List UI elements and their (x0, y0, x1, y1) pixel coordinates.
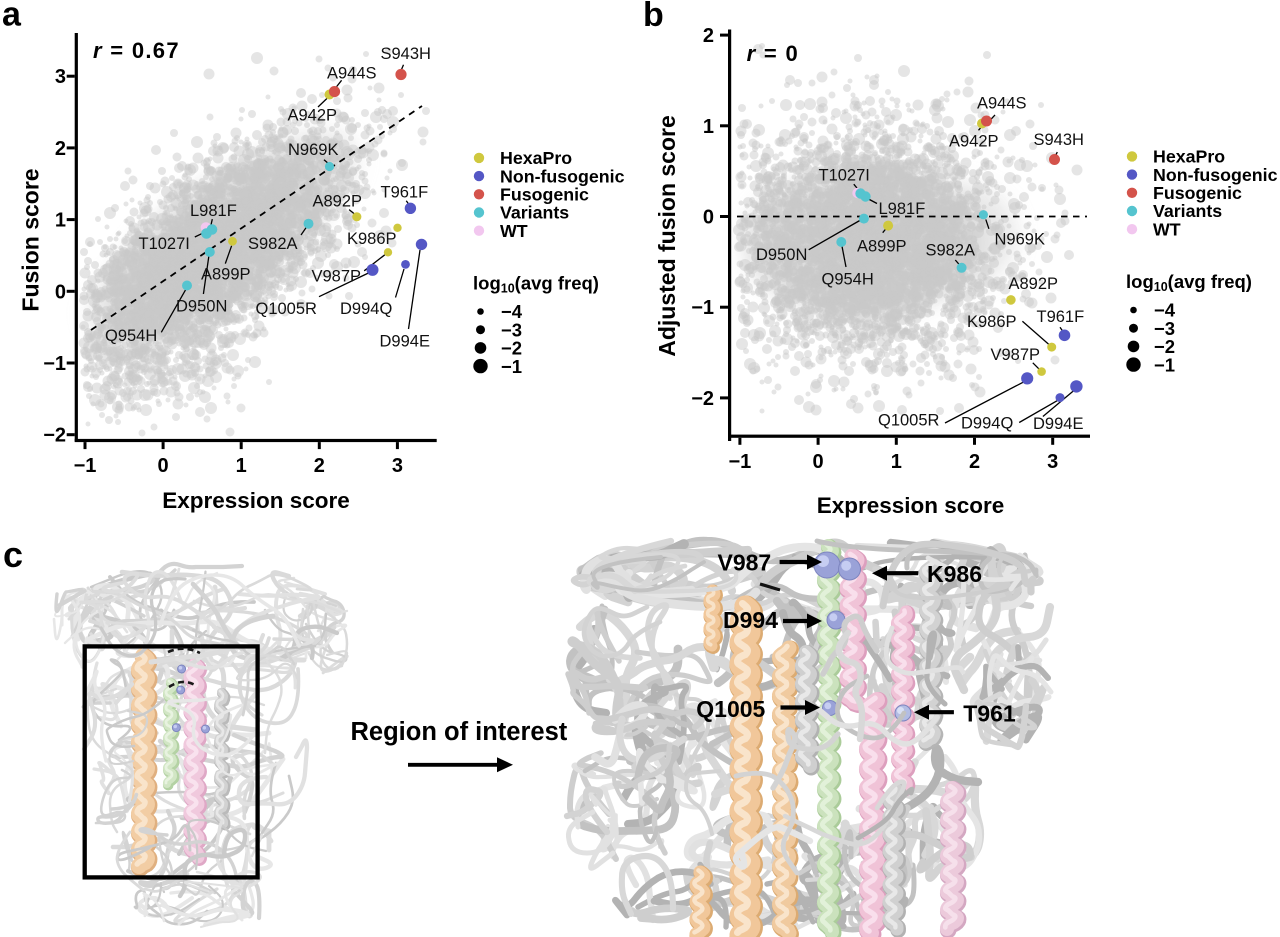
svg-text:b: b (643, 0, 664, 34)
svg-text:a: a (2, 0, 22, 34)
svg-text:c: c (3, 534, 23, 575)
